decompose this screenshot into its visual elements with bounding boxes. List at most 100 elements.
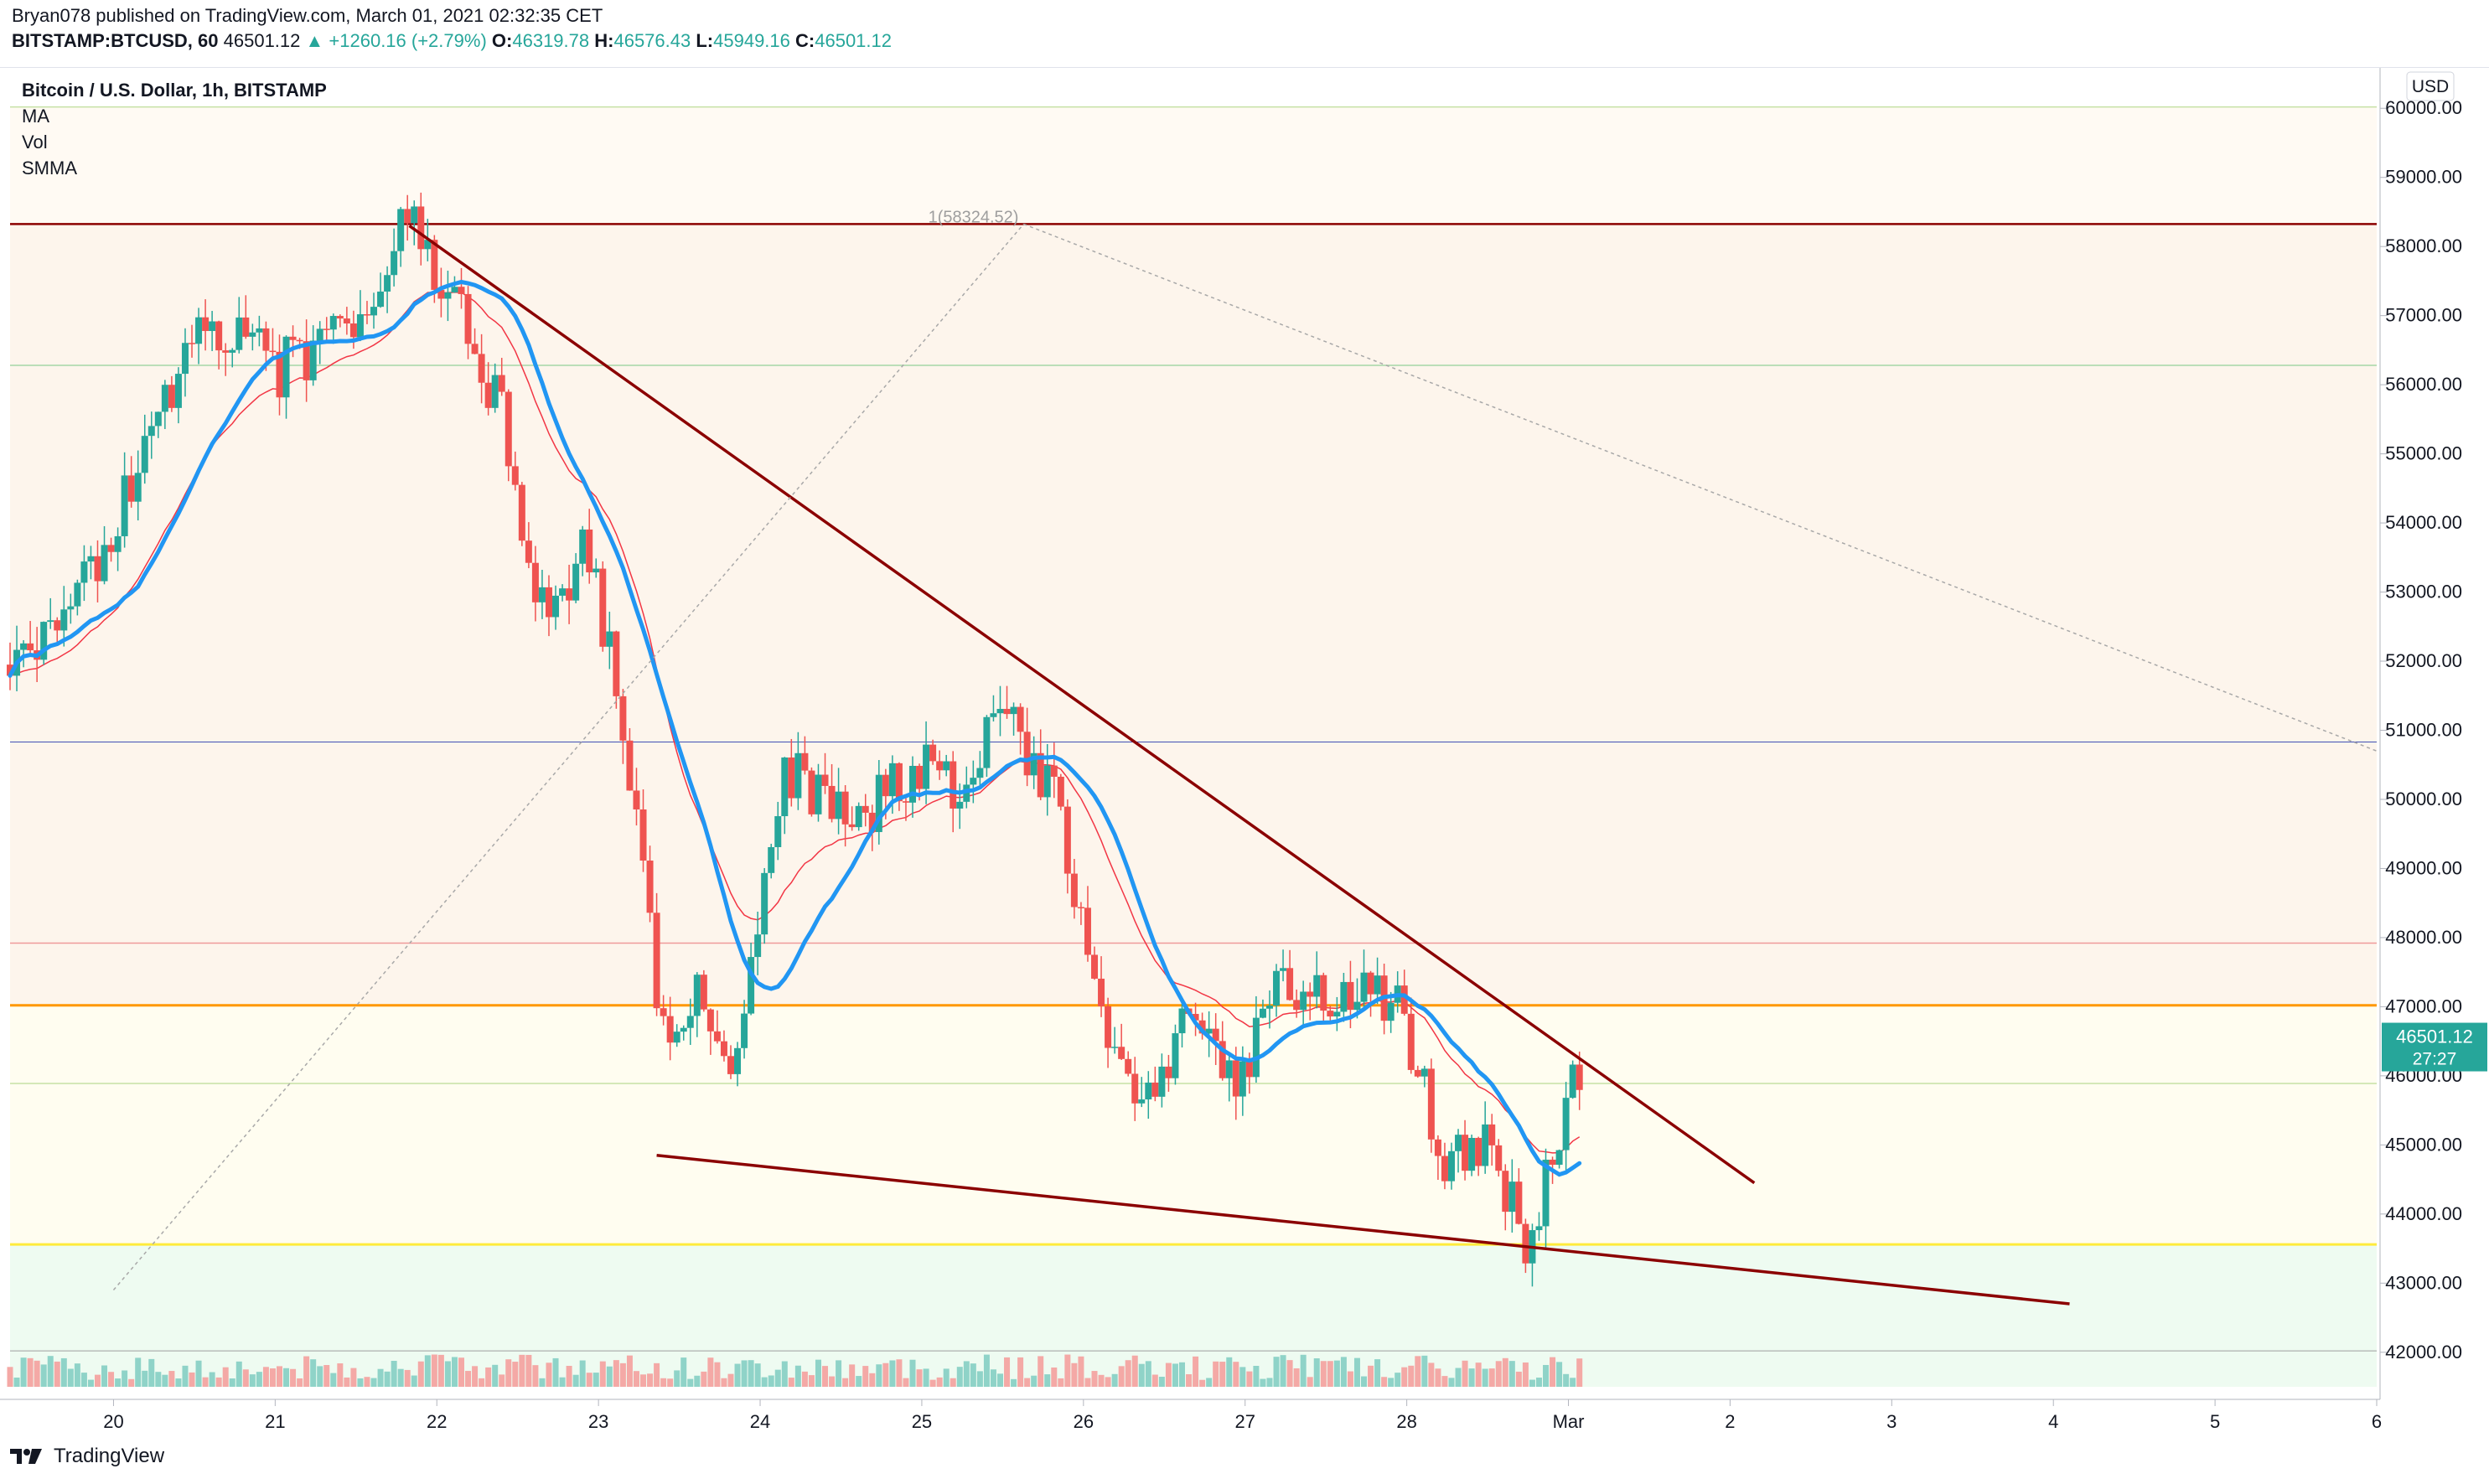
candle-body: [768, 846, 775, 873]
candle-body: [1158, 1066, 1166, 1097]
volume-bar: [101, 1365, 108, 1387]
price-chart[interactable]: 1(58324.52)42000.0043000.0044000.0045000…: [0, 67, 2489, 1433]
time-tick-label: 27: [1234, 1411, 1255, 1432]
candle-body: [329, 316, 337, 330]
candle-body: [1313, 975, 1321, 997]
candle-body: [1111, 1047, 1119, 1048]
volume-bar: [889, 1360, 896, 1387]
trendline-upper: [408, 225, 1756, 1185]
volume-bar: [209, 1372, 215, 1387]
candle-body: [1178, 1008, 1186, 1034]
volume-bar: [1320, 1361, 1327, 1387]
volume-bar: [613, 1360, 619, 1387]
candle-body: [511, 466, 519, 485]
candle-body: [781, 757, 789, 817]
legend-title[interactable]: Bitcoin / U.S. Dollar, 1h, BITSTAMP: [22, 80, 327, 101]
volume-bar: [1448, 1378, 1455, 1387]
low-value: 45949.16: [713, 30, 790, 51]
volume-bar: [235, 1361, 242, 1387]
candle-series: [7, 192, 1583, 1287]
volume-bar: [122, 1370, 128, 1387]
volume-bar: [734, 1363, 741, 1387]
candle-body: [1232, 1060, 1239, 1097]
candle-body: [1495, 1145, 1503, 1171]
volume-bar: [168, 1371, 175, 1387]
volume-bar: [856, 1376, 862, 1387]
volume-bar: [202, 1377, 209, 1387]
candle-body: [1387, 1002, 1395, 1021]
candle-body: [1522, 1223, 1529, 1264]
candle-body: [1192, 1014, 1199, 1021]
volume-bar: [903, 1378, 909, 1387]
volume-bar: [1172, 1363, 1178, 1387]
candle-body: [161, 385, 168, 412]
candle-body: [262, 328, 270, 351]
tradingview-footer[interactable]: TradingView: [8, 1440, 164, 1473]
volume-bar: [842, 1378, 849, 1387]
volume-bar: [357, 1378, 364, 1387]
volume-bar: [1488, 1368, 1495, 1387]
price-tick-label: 47000.00: [2385, 995, 2462, 1016]
candle-body: [720, 1041, 727, 1057]
volume-bar: [1502, 1357, 1508, 1387]
volume-bar: [1273, 1357, 1280, 1387]
trendline-lower: [656, 1153, 2070, 1306]
candle-body: [1280, 968, 1287, 971]
candle-body: [626, 740, 634, 791]
time-tick-label: 24: [750, 1411, 770, 1432]
candle-body: [1239, 1061, 1246, 1097]
candle-body: [256, 328, 263, 333]
volume-bar: [485, 1367, 492, 1387]
candle-body: [444, 292, 452, 299]
time-tick-label: 20: [103, 1411, 123, 1432]
change-value: ▲ +1260.16 (+2.79%): [305, 30, 487, 51]
candle-body: [1098, 978, 1105, 1006]
volume-bar: [1064, 1354, 1071, 1387]
candle-body: [666, 1016, 674, 1043]
candle-body: [646, 861, 654, 913]
volume-bar: [1374, 1359, 1381, 1387]
volume-bar: [714, 1362, 721, 1387]
volume-bar: [1428, 1362, 1435, 1387]
candle-body: [801, 752, 809, 771]
volume-bar: [195, 1360, 202, 1387]
legend-smma[interactable]: SMMA: [22, 158, 77, 178]
volume-bar: [963, 1361, 970, 1387]
volume-bar: [579, 1360, 586, 1387]
volume-bar: [1038, 1356, 1044, 1387]
price-tick-label: 59000.00: [2385, 167, 2462, 188]
candle-body: [748, 957, 755, 1014]
candle-body: [303, 341, 310, 380]
candle-body: [1327, 1011, 1334, 1017]
last-price-label: 46501.12: [2396, 1026, 2473, 1047]
candle-body: [943, 761, 950, 771]
volume-bar: [1105, 1377, 1111, 1387]
volume-bar: [1333, 1360, 1340, 1387]
volume-bar: [970, 1363, 976, 1387]
volume-bar: [1084, 1378, 1091, 1387]
legend-vol[interactable]: Vol: [22, 132, 48, 153]
candle-body: [1462, 1135, 1469, 1171]
volume-bar: [27, 1357, 34, 1387]
candle-body: [74, 582, 81, 607]
volume-bar: [451, 1357, 458, 1387]
volume-bar: [1293, 1368, 1300, 1387]
high-value: 46576.43: [613, 30, 691, 51]
legend-ma[interactable]: MA: [22, 106, 49, 127]
volume-bar: [1495, 1361, 1502, 1387]
candle-body: [1165, 1066, 1172, 1078]
candle-body: [1293, 1000, 1301, 1011]
volume-bar: [370, 1378, 377, 1387]
volume-bar: [128, 1378, 135, 1387]
volume-bar: [512, 1362, 519, 1387]
candle-body: [821, 774, 829, 786]
volume-bar: [680, 1357, 687, 1387]
candle-body: [888, 763, 896, 797]
candle-body: [1105, 1006, 1112, 1048]
candle-body: [1441, 1156, 1448, 1182]
price-tick-label: 56000.00: [2385, 374, 2462, 395]
candle-body: [1084, 907, 1091, 955]
volume-bar: [754, 1363, 761, 1387]
volume-bar: [1131, 1355, 1138, 1387]
volume-bar: [1125, 1360, 1131, 1387]
